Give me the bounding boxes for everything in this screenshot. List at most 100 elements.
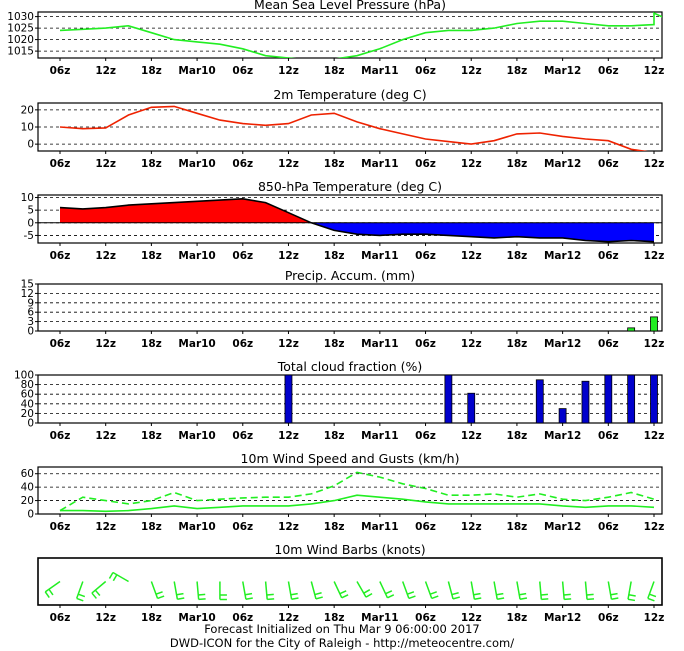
series-line [59,12,662,58]
x-tick-label: 06z [415,612,436,624]
wind-barb [287,581,299,600]
panel-frame [37,194,663,244]
panel-title: Mean Sea Level Pressure (hPa) [254,0,446,12]
panel-title: 10m Wind Barbs (knots) [274,542,425,557]
x-tick-label: 06z [232,338,253,350]
panel-frame [37,283,663,332]
bar [627,327,636,331]
wind-barb [516,581,528,600]
wind-barb [539,581,549,601]
x-tick-label: 18z [324,430,345,442]
x-tick-label: 18z [141,158,162,170]
y-tick-label: 10 [21,192,34,204]
x-tick-label: 06z [415,65,436,77]
wind-barb [242,581,253,600]
y-tick-label: 60 [21,389,34,401]
x-tick-label: 12z [461,521,482,533]
x-tick-label: 12z [278,250,299,262]
x-tick-label: 06z [415,338,436,350]
wind-barb [219,581,227,601]
x-tick-label: 12z [644,430,665,442]
y-tick-label: 100 [14,370,34,382]
plot-area [59,105,649,151]
x-tick-label: 18z [141,612,162,624]
x-tick-label: Mar11 [361,65,398,77]
x-tick-label: 12z [644,521,665,533]
x-tick-label: Mar11 [361,430,398,442]
y-tick-label: 1025 [7,23,34,35]
series-line [59,197,655,243]
wind-barb [424,581,439,600]
plot-area [59,12,662,58]
x-tick-label: Mar10 [178,612,215,624]
plot-area [38,197,662,243]
x-tick-label: 18z [507,521,528,533]
cold-area [311,222,654,242]
x-tick-label: 18z [324,65,345,77]
warm-area [60,198,312,223]
x-tick-label: Mar11 [361,250,398,262]
wind-barb [91,580,107,599]
x-tick-label: 12z [278,338,299,350]
x-tick-label: 12z [278,612,299,624]
wind-barb [173,581,185,600]
x-tick-label: 18z [141,250,162,262]
x-tick-label: 12z [644,250,665,262]
wind-barb [333,581,349,599]
bar [650,375,658,423]
x-tick-label: 06z [50,158,71,170]
plot-area [59,471,655,513]
x-tick-label: 06z [598,612,619,624]
x-tick-label: 18z [507,612,528,624]
wind-barb [75,581,86,602]
wind-barb [584,581,595,601]
x-tick-label: 18z [141,65,162,77]
x-tick-label: 06z [415,521,436,533]
x-tick-label: Mar11 [361,521,398,533]
x-tick-label: 06z [598,338,619,350]
y-tick-label: 80 [21,379,34,391]
wind-barb [264,581,275,601]
panel-frame [37,557,663,606]
x-tick-label: 12z [461,65,482,77]
x-tick-label: 12z [278,521,299,533]
series-line [59,471,655,512]
x-tick-label: 18z [507,430,528,442]
y-tick-label: 12 [21,288,34,300]
bar [558,408,567,423]
y-tick-label: 20 [21,104,34,116]
x-tick-label: 06z [598,430,619,442]
y-tick-label: 1015 [7,46,34,58]
x-tick-label: 06z [232,612,253,624]
x-tick-label: 12z [644,338,665,350]
x-tick-label: Mar11 [361,158,398,170]
y-tick-label: 5 [27,205,34,217]
bar [284,375,293,423]
y-tick-label: 60 [21,468,34,480]
panel-temp: 2m Temperature (deg C) 0 10 20 06z 12z 18z Mar1… [21,87,665,170]
x-tick-label: Mar12 [544,521,581,533]
x-tick-label: 12z [278,158,299,170]
x-tick-label: 06z [415,250,436,262]
x-tick-label: 06z [232,65,253,77]
panel-title: 850-hPa Temperature (deg C) [258,179,442,194]
x-tick-label: 18z [324,158,345,170]
x-tick-label: Mar12 [544,158,581,170]
x-tick-label: 12z [644,612,665,624]
wind-barb [627,581,636,602]
x-tick-label: 12z [95,430,116,442]
x-tick-label: 12z [461,158,482,170]
plot-area [627,316,658,331]
x-tick-label: Mar12 [544,338,581,350]
x-tick-label: 18z [324,338,345,350]
y-tick-label: 40 [21,482,34,494]
y-tick-label: -5 [24,230,34,242]
x-tick-label: Mar12 [544,65,581,77]
bar [604,375,613,423]
x-tick-label: 06z [415,430,436,442]
y-tick-label: 10 [21,122,34,134]
x-tick-label: 06z [50,612,71,624]
x-tick-label: 18z [324,521,345,533]
x-tick-label: Mar10 [178,158,215,170]
x-tick-label: Mar11 [361,612,398,624]
